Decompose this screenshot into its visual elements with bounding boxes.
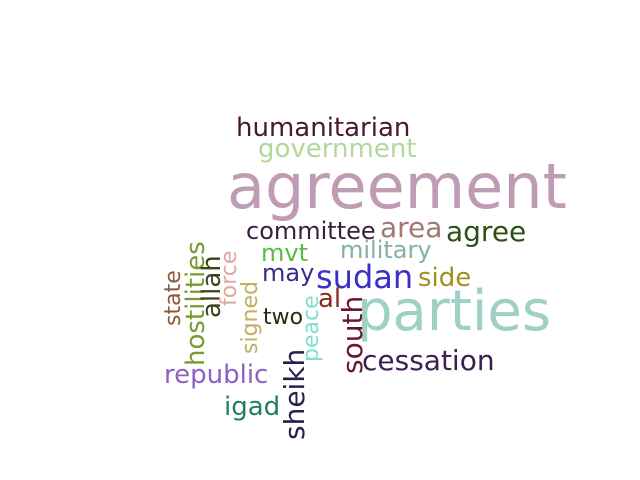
- word-south: south: [336, 295, 369, 374]
- word-committee: committee: [246, 217, 376, 245]
- word-sudan: sudan: [316, 258, 414, 296]
- word-government: government: [258, 134, 417, 164]
- word-agreement: agreement: [227, 150, 567, 223]
- word-parties: parties: [357, 279, 552, 344]
- word-al: al: [318, 284, 342, 314]
- word-side: side: [418, 263, 472, 293]
- word-humanitarian: humanitarian: [236, 113, 411, 143]
- word-two: two: [263, 305, 304, 330]
- word-igad: igad: [224, 392, 281, 422]
- word-mvt: mvt: [261, 239, 308, 267]
- word-sheikh: sheikh: [278, 348, 311, 440]
- word-may: may: [262, 259, 315, 287]
- word-agree: agree: [446, 215, 527, 248]
- word-signed: signed: [238, 281, 263, 354]
- word-cessation: cessation: [362, 344, 495, 377]
- word-military: military: [340, 236, 432, 264]
- word-republic: republic: [164, 360, 269, 390]
- word-area: area: [380, 211, 443, 244]
- word-state: state: [161, 270, 186, 326]
